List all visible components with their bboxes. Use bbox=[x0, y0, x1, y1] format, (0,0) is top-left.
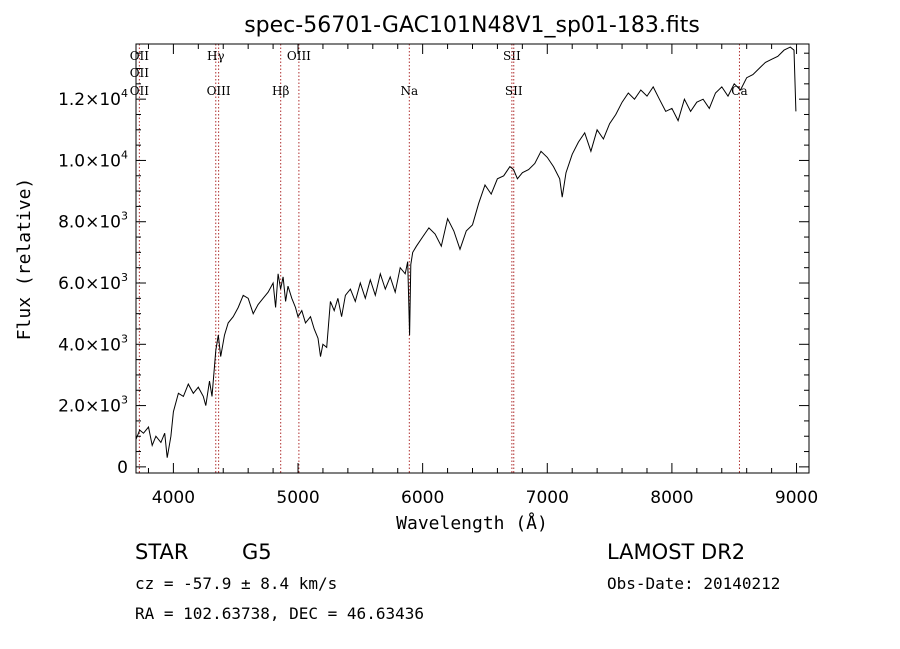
x-tick-label: 7000 bbox=[526, 488, 569, 508]
spectral-line-label: SII bbox=[505, 84, 523, 98]
object-subclass: G5 bbox=[242, 540, 272, 564]
plot-frame bbox=[135, 43, 810, 474]
y-axis-label: Flux (relative) bbox=[14, 178, 35, 341]
spectral-lines: OII OII OII Hγ OIII Hβ OIII Na SII SII Ca bbox=[130, 44, 748, 473]
chart-title: spec-56701-GAC101N48V1_sp01-183.fits bbox=[244, 13, 700, 38]
axis-ticks: 4000 5000 6000 7000 8000 9000 0 2.0×103 4.0×103 6… bbox=[58, 44, 818, 508]
spectral-line-label: OIII bbox=[207, 84, 231, 98]
spectral-line-label: OII bbox=[130, 66, 150, 80]
y-tick-label: 6.0×103 bbox=[58, 271, 128, 294]
object-class: STAR bbox=[135, 540, 189, 564]
y-tick-label: 0 bbox=[117, 458, 128, 478]
spectral-line-label: OIII bbox=[287, 49, 311, 63]
x-tick-label: 6000 bbox=[401, 488, 444, 508]
x-tick-label: 9000 bbox=[775, 488, 818, 508]
spectral-line-label: OII bbox=[130, 49, 150, 63]
spectral-line-label: OII bbox=[130, 84, 150, 98]
x-tick-label: 4000 bbox=[152, 488, 195, 508]
spectral-line-label: Ca bbox=[731, 84, 747, 98]
spectral-line-label: Hγ bbox=[207, 49, 225, 63]
survey-name: LAMOST DR2 bbox=[607, 540, 746, 564]
observation-date: Obs-Date: 20140212 bbox=[607, 574, 781, 593]
y-tick-label: 4.0×103 bbox=[58, 332, 128, 355]
x-tick-label: 5000 bbox=[276, 488, 319, 508]
redshift-info: cz = -57.9 ± 8.4 km/s bbox=[135, 574, 338, 593]
spectral-line-label: SII bbox=[503, 49, 521, 63]
y-tick-label: 1.2×104 bbox=[58, 87, 128, 110]
spectrum-series-line bbox=[135, 46, 797, 458]
spectral-line-label: Na bbox=[400, 84, 418, 98]
spectral-line-label: Hβ bbox=[272, 84, 289, 98]
x-axis-label: Wavelength (Å) bbox=[396, 512, 548, 534]
y-tick-label: 2.0×103 bbox=[58, 394, 128, 417]
y-tick-label: 1.0×104 bbox=[58, 148, 128, 171]
coordinates: RA = 102.63738, DEC = 46.63436 bbox=[135, 604, 424, 623]
y-tick-label: 8.0×103 bbox=[58, 210, 128, 233]
x-tick-label: 8000 bbox=[650, 488, 693, 508]
